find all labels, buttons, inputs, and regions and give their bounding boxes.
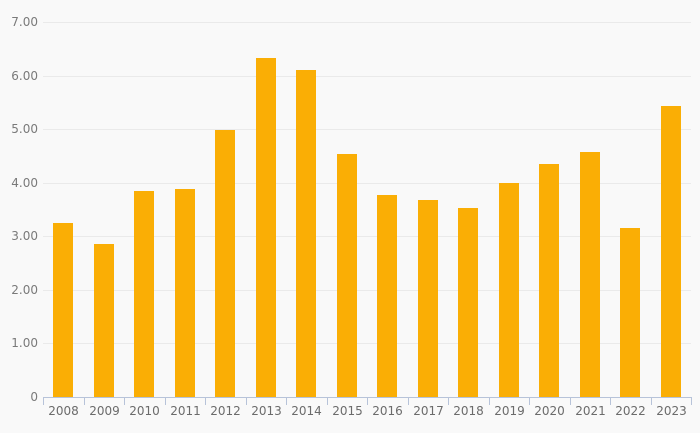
x-axis-tick: [327, 397, 328, 405]
y-axis-label: 5.00: [11, 122, 38, 136]
x-axis-tick: [408, 397, 409, 405]
y-axis-label: 3.00: [11, 229, 38, 243]
bar-2011[interactable]: [175, 189, 195, 397]
x-axis-label-2014: 2014: [291, 404, 322, 418]
x-axis-label-2008: 2008: [48, 404, 79, 418]
bar-2019[interactable]: [499, 183, 519, 397]
x-axis-label-2022: 2022: [615, 404, 646, 418]
gridline: [43, 76, 691, 77]
x-axis-tick: [367, 397, 368, 405]
y-axis-label: 6.00: [11, 69, 38, 83]
x-axis-label-2010: 2010: [129, 404, 160, 418]
x-axis-label-2020: 2020: [534, 404, 565, 418]
x-axis-label-2019: 2019: [494, 404, 525, 418]
bar-2023[interactable]: [661, 106, 681, 397]
gridline: [43, 22, 691, 23]
x-axis-label-2013: 2013: [251, 404, 282, 418]
x-axis-tick: [124, 397, 125, 405]
x-axis-tick: [448, 397, 449, 405]
bar-2017[interactable]: [418, 200, 438, 397]
bar-2015[interactable]: [337, 154, 357, 397]
y-axis-label: 7.00: [11, 15, 38, 29]
bar-2008[interactable]: [53, 223, 73, 397]
x-axis-tick: [43, 397, 44, 405]
bar-2010[interactable]: [134, 191, 154, 397]
y-axis-label: 2.00: [11, 283, 38, 297]
bar-2020[interactable]: [539, 164, 559, 397]
x-axis-label-2023: 2023: [656, 404, 687, 418]
x-axis-label-2021: 2021: [575, 404, 606, 418]
x-axis-tick: [651, 397, 652, 405]
bar-2014[interactable]: [296, 70, 316, 397]
bar-2012[interactable]: [215, 130, 235, 397]
x-axis-tick: [529, 397, 530, 405]
x-axis-label-2012: 2012: [210, 404, 241, 418]
bar-2009[interactable]: [94, 244, 114, 397]
x-axis-label-2015: 2015: [332, 404, 363, 418]
x-axis-label-2017: 2017: [413, 404, 444, 418]
y-axis-label: 1.00: [11, 336, 38, 350]
x-axis-tick: [246, 397, 247, 405]
x-axis-tick: [489, 397, 490, 405]
bar-2018[interactable]: [458, 208, 478, 397]
bar-2013[interactable]: [256, 58, 276, 397]
gridline: [43, 129, 691, 130]
x-axis-tick: [570, 397, 571, 405]
y-axis-label: 4.00: [11, 176, 38, 190]
x-axis-tick: [610, 397, 611, 405]
bar-2016[interactable]: [377, 195, 397, 397]
x-axis-label-2009: 2009: [89, 404, 120, 418]
x-axis-tick: [286, 397, 287, 405]
x-axis-label-2016: 2016: [372, 404, 403, 418]
y-axis-label: 0: [30, 390, 38, 404]
x-axis-tick: [691, 397, 692, 405]
x-axis-label-2018: 2018: [453, 404, 484, 418]
x-axis-tick: [165, 397, 166, 405]
bar-2021[interactable]: [580, 152, 600, 397]
x-axis-label-2011: 2011: [170, 404, 201, 418]
x-axis-tick: [84, 397, 85, 405]
x-axis-tick: [205, 397, 206, 405]
bar-2022[interactable]: [620, 228, 640, 397]
